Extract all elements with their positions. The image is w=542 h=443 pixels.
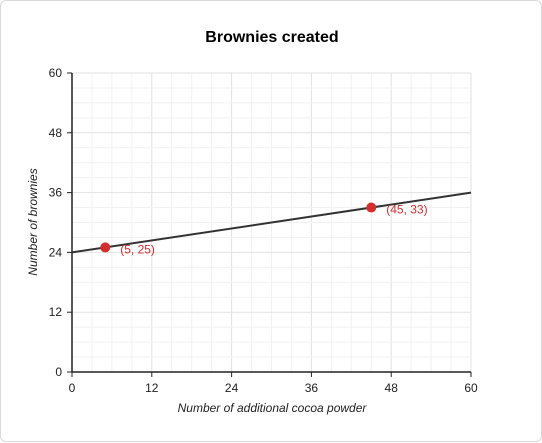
x-tick-label: 12 (145, 381, 159, 395)
data-point-label-1: (5, 25) (120, 242, 155, 256)
x-axis-label: Number of additional cocoa powder (178, 401, 368, 415)
x-tick-label: 60 (464, 381, 478, 395)
y-tick-label: 48 (49, 126, 63, 140)
y-tick-label: 24 (49, 245, 63, 259)
y-tick-label: 60 (49, 66, 63, 80)
x-tick-label: 0 (69, 381, 76, 395)
data-point-1 (100, 242, 111, 253)
axes (71, 73, 471, 373)
y-tick-label: 36 (49, 186, 63, 200)
grid-lines (71, 72, 472, 373)
y-tick-label: 0 (55, 365, 62, 379)
y-axis-label: Number of brownies (26, 168, 40, 275)
x-tick-label: 48 (385, 381, 399, 395)
chart-title: Brownies created (205, 29, 338, 46)
y-tick-labels: 0 12 24 36 48 60 (49, 66, 72, 379)
x-tick-label: 36 (305, 381, 319, 395)
x-tick-labels: 0 12 24 36 48 60 (69, 372, 478, 395)
x-tick-label: 24 (225, 381, 239, 395)
data-point-2 (366, 202, 377, 213)
y-tick-label: 12 (49, 305, 63, 319)
data-point-label-2: (45, 33) (386, 203, 427, 217)
trend-line (71, 191, 472, 254)
series: (5, 25) (45, 33) (71, 191, 472, 256)
